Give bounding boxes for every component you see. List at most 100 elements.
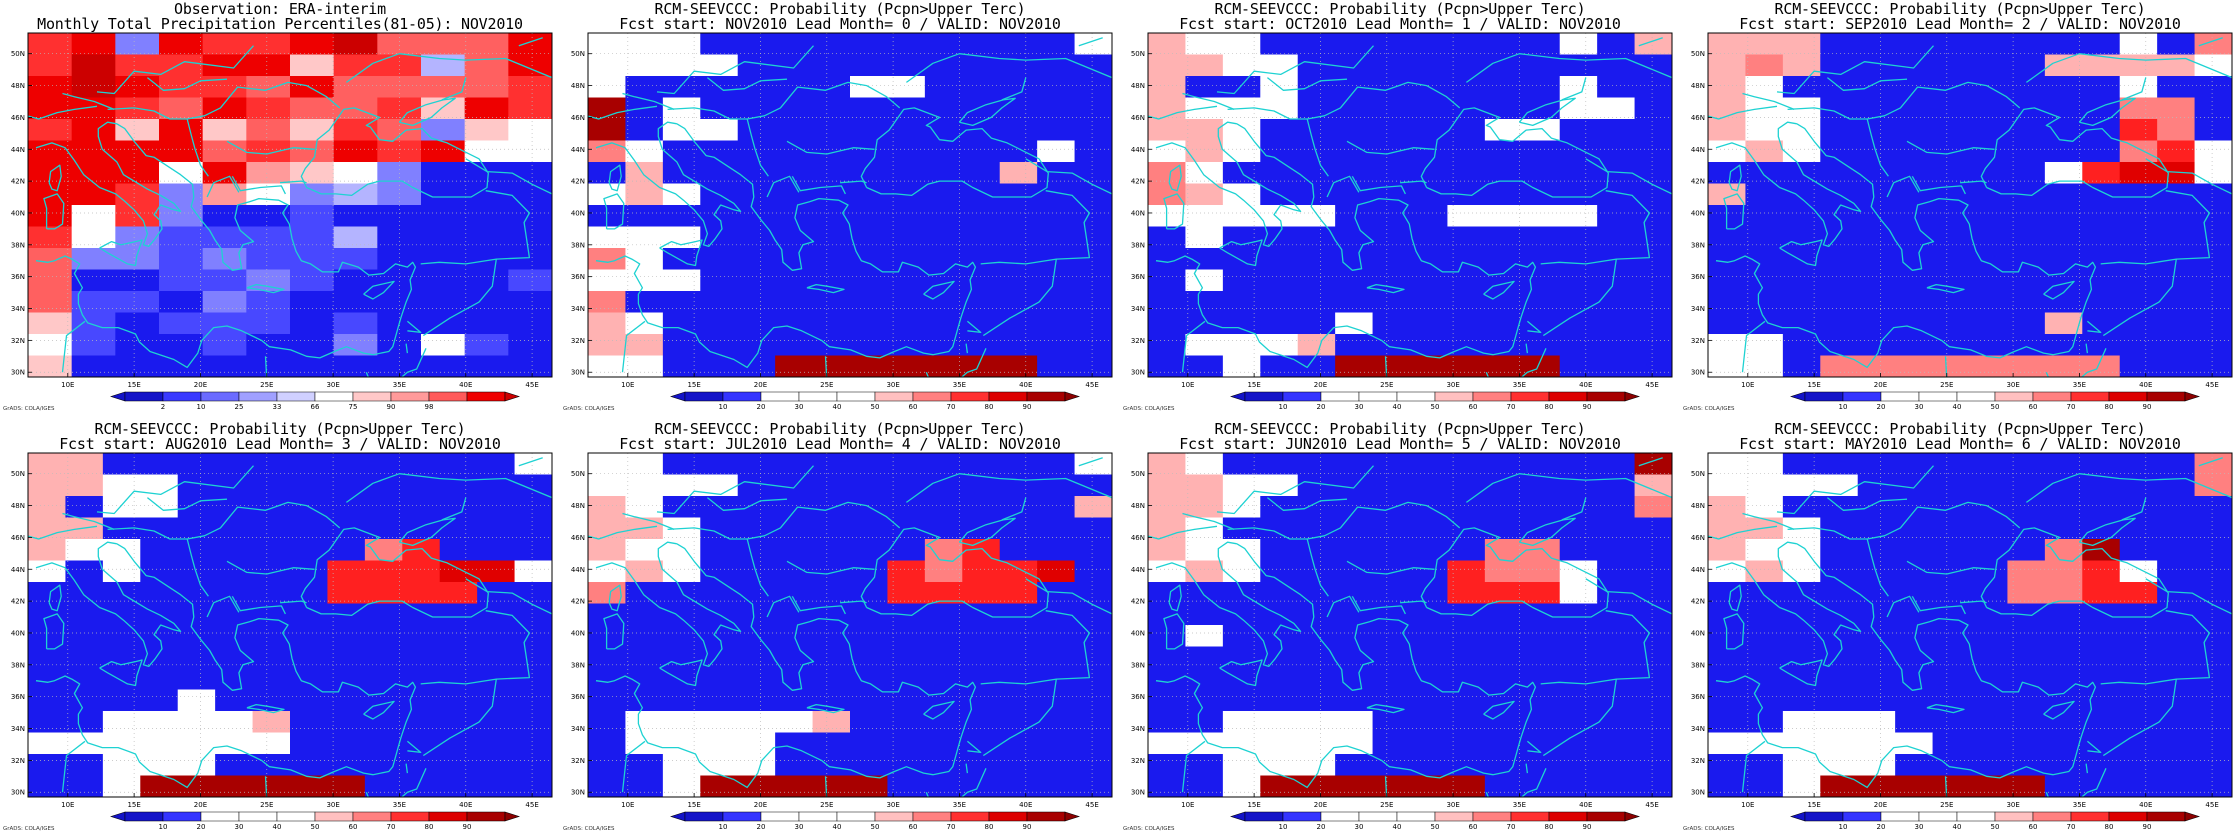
field-cell — [1597, 646, 1636, 669]
colorbar-label: 50 — [1991, 823, 2000, 831]
field-cell — [737, 162, 776, 185]
field-cell — [439, 517, 478, 540]
lon-tick-label: 45E — [1645, 381, 1658, 389]
coastline — [1346, 560, 1435, 575]
field-cell — [625, 334, 664, 357]
field-cell — [1895, 269, 1934, 292]
field-cell — [1222, 603, 1261, 626]
field-cell — [737, 205, 776, 228]
field-cell — [1297, 496, 1336, 519]
colorbar-label: 70 — [2067, 403, 2076, 411]
field-cell — [477, 689, 516, 712]
field-cell — [1372, 603, 1411, 626]
field-cell — [812, 355, 851, 377]
lat-tick-label: 30N — [571, 789, 585, 797]
field-cell — [1447, 226, 1486, 249]
field-cell — [1372, 312, 1411, 335]
field-cell — [1634, 205, 1672, 228]
field-cell — [1857, 517, 1896, 540]
field-cell — [1970, 355, 2009, 377]
field-cell — [1372, 355, 1411, 377]
field-cell — [1222, 689, 1261, 712]
field-cell — [662, 140, 701, 163]
field-cell — [1372, 140, 1411, 163]
field-cell — [1037, 226, 1076, 249]
field-cell — [290, 517, 329, 540]
field-cell — [1372, 33, 1411, 56]
field-cell — [508, 97, 552, 120]
field-cell — [1148, 183, 1187, 206]
coastline — [226, 140, 315, 155]
field-cell — [962, 689, 1001, 712]
field-cell — [2082, 496, 2121, 519]
field-cell — [1559, 689, 1598, 712]
field-cell — [1372, 54, 1411, 77]
lon-tick-label: 35E — [953, 801, 966, 809]
field-cell — [1522, 269, 1561, 292]
field-cell — [1148, 140, 1187, 163]
field-cell — [1820, 226, 1859, 249]
field-cell — [364, 646, 403, 669]
field-cell — [1820, 689, 1859, 712]
field-cell — [887, 33, 926, 56]
field-cell — [1484, 248, 1523, 271]
field-cell — [2044, 205, 2083, 228]
field-cell — [625, 582, 664, 605]
field-cell — [850, 689, 889, 712]
field-cell — [737, 76, 776, 99]
field-cell — [1932, 269, 1971, 292]
field-cell — [962, 496, 1001, 519]
field-cell — [2007, 269, 2046, 292]
field-cell — [1522, 453, 1561, 476]
field-cell — [850, 33, 889, 56]
field-cell — [1634, 453, 1672, 476]
coastline — [1001, 497, 1027, 521]
colorbar-segment — [684, 391, 724, 402]
lat-tick-label: 44N — [571, 146, 585, 154]
coastline — [99, 239, 143, 267]
field-cell — [662, 312, 701, 335]
field-cell — [508, 54, 552, 77]
field-cells — [1148, 33, 1672, 377]
forecast-map-panel-lead-4: RCM-SEEVCCC: Probability (Pcpn>Upper Ter… — [560, 420, 1120, 840]
field-cell — [1484, 775, 1523, 797]
field-cell — [1932, 560, 1971, 583]
field-cell — [1895, 355, 1934, 377]
field-cell — [140, 711, 179, 734]
field-cell — [1559, 76, 1598, 99]
field-cell — [290, 33, 335, 56]
field-cell — [1222, 76, 1261, 99]
field-cell — [1447, 775, 1486, 797]
field-cell — [812, 539, 851, 562]
field-cell — [1782, 775, 1821, 797]
field-cell — [1857, 603, 1896, 626]
field-cell — [588, 269, 627, 292]
field-cell — [402, 668, 441, 691]
field-cell — [1522, 560, 1561, 583]
field-cell — [1559, 162, 1598, 185]
field-cell — [1634, 76, 1672, 99]
field-cell — [1634, 334, 1672, 357]
lon-tick-label: 15E — [1807, 381, 1820, 389]
field-cell — [1148, 269, 1187, 292]
colorbar-min-arrow — [1790, 811, 1806, 822]
field-cell — [1185, 183, 1224, 206]
coastline — [1715, 123, 2097, 369]
field-cell — [1932, 97, 1971, 120]
field-cell — [662, 711, 701, 734]
field-cell — [588, 97, 627, 120]
field-cell — [588, 183, 627, 206]
map-frame — [1147, 452, 1673, 798]
field-cell — [252, 582, 291, 605]
field-cell — [700, 205, 739, 228]
colorbar-min-arrow — [1230, 391, 1246, 402]
colorbar-segment — [428, 391, 468, 402]
field-cell — [290, 205, 335, 228]
field-cell — [421, 140, 466, 163]
field-cell — [1335, 119, 1374, 142]
colorbar-segment — [2032, 811, 2072, 822]
field-cell — [333, 162, 378, 185]
field-cell — [775, 689, 814, 712]
field-cell — [1260, 334, 1299, 357]
field-cell — [1559, 496, 1598, 519]
